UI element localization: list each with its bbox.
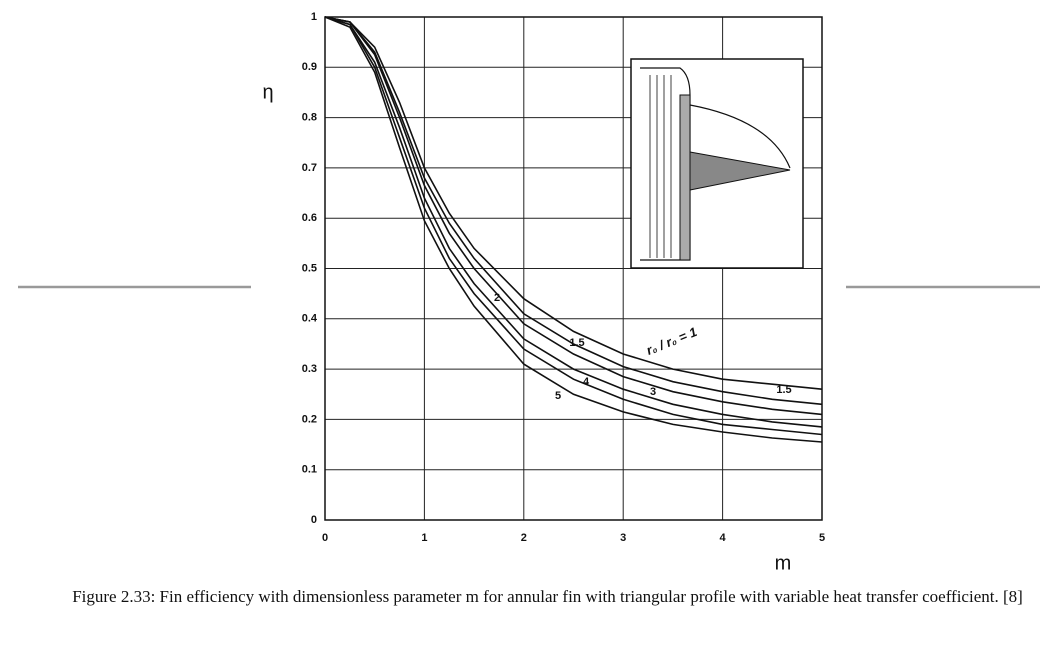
- x-axis-label: m: [775, 552, 792, 574]
- line-series: [324, 16, 823, 443]
- y-tick-label: 0.3: [302, 363, 317, 375]
- y-tick-label: 0.9: [302, 61, 317, 73]
- x-tick-label: 1: [421, 532, 427, 544]
- x-tick-label: 2: [521, 532, 527, 544]
- line-series: [324, 16, 823, 428]
- y-tick-label: 0.8: [302, 112, 317, 124]
- x-tick-label: 3: [620, 532, 626, 544]
- y-tick-label: 0.7: [302, 162, 317, 174]
- series-label: 3: [650, 386, 656, 398]
- y-tick-label: 0.6: [302, 212, 317, 224]
- y-tick-label: 0.5: [302, 262, 317, 274]
- series-label: r₀ / r₀ = 1: [644, 324, 699, 358]
- x-tick-label: 5: [819, 532, 825, 544]
- y-tick-label: 0: [311, 514, 317, 526]
- x-tick-label: 0: [322, 532, 328, 544]
- y-tick-label: 0.2: [302, 413, 317, 425]
- y-tick-label: 1: [311, 11, 317, 23]
- series-label: 2: [494, 292, 500, 304]
- y-tick-label: 0.4: [302, 313, 318, 325]
- inset-diagram: [630, 58, 804, 269]
- x-tick-label: 4: [720, 532, 727, 544]
- annotation: 1.5: [569, 337, 584, 349]
- caption: Figure 2.33: Fin efficiency with dimensi…: [72, 587, 1023, 606]
- y-tick-label: 0.1: [302, 464, 317, 476]
- line-series: [324, 16, 823, 416]
- y-axis-label: η: [262, 81, 273, 103]
- series-label: 4: [583, 376, 590, 388]
- line-series: [324, 16, 823, 406]
- plot-border: [324, 16, 823, 521]
- series-label: 5: [555, 390, 561, 402]
- line-series: [324, 16, 823, 436]
- line-series: [324, 16, 823, 390]
- series-label: 1.5: [776, 384, 791, 396]
